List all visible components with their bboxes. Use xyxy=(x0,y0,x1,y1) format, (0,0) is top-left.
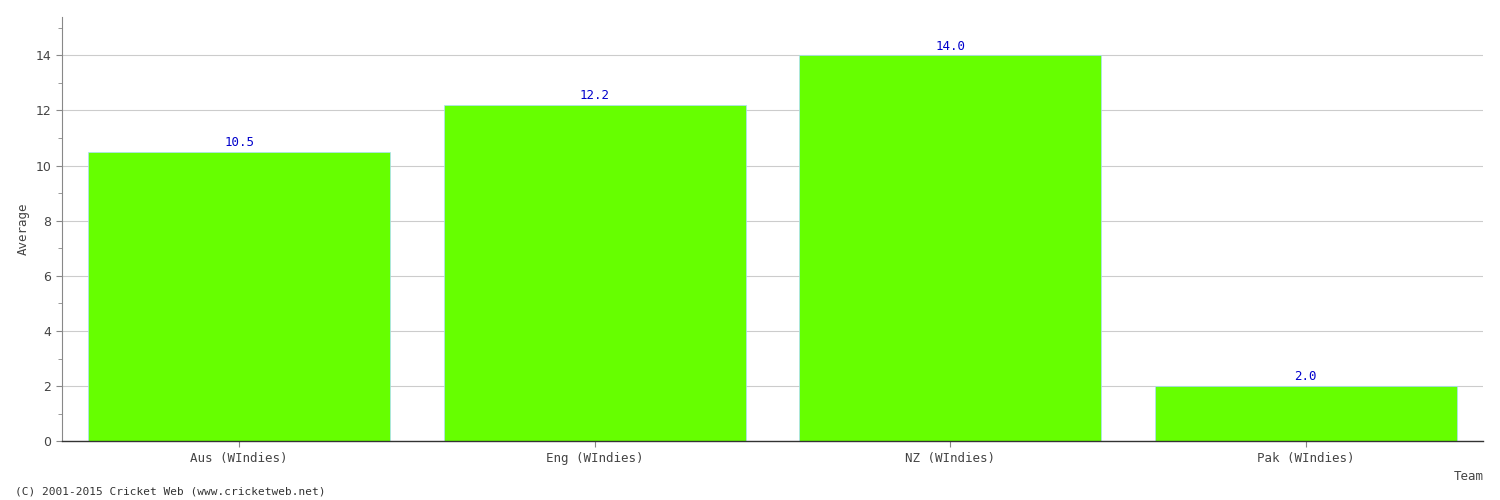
Text: (C) 2001-2015 Cricket Web (www.cricketweb.net): (C) 2001-2015 Cricket Web (www.cricketwe… xyxy=(15,487,326,497)
Bar xyxy=(88,152,390,442)
Text: 10.5: 10.5 xyxy=(224,136,254,149)
Bar xyxy=(1155,386,1456,442)
X-axis label: Team: Team xyxy=(1454,470,1484,484)
Y-axis label: Average: Average xyxy=(16,203,30,256)
Text: 14.0: 14.0 xyxy=(934,40,964,52)
Text: 2.0: 2.0 xyxy=(1294,370,1317,384)
Bar xyxy=(800,56,1101,442)
Bar xyxy=(444,105,746,442)
Text: 12.2: 12.2 xyxy=(579,89,609,102)
